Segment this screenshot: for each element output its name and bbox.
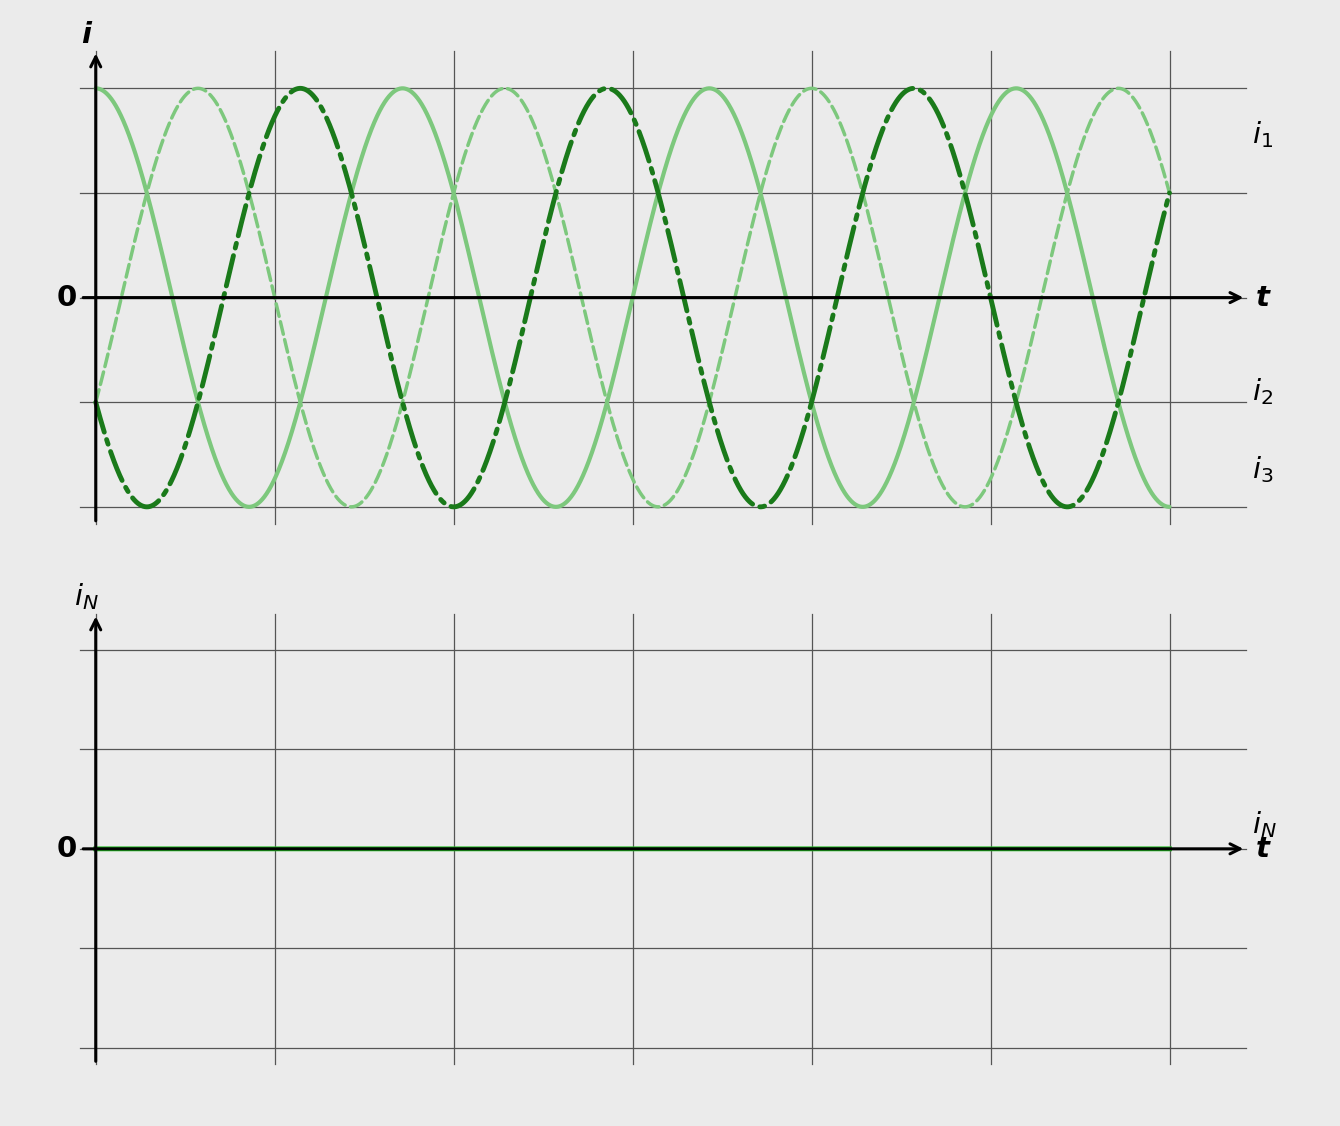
Text: 0: 0 — [58, 284, 78, 312]
Text: 0: 0 — [58, 834, 78, 863]
Text: t: t — [1256, 284, 1269, 312]
Text: $i_2$: $i_2$ — [1253, 376, 1273, 408]
Text: $i_1$: $i_1$ — [1253, 119, 1273, 150]
Text: $i_3$: $i_3$ — [1253, 454, 1274, 484]
Text: $i_N$: $i_N$ — [1253, 810, 1277, 840]
Text: t: t — [1256, 834, 1269, 863]
Text: i: i — [82, 20, 91, 48]
Text: $i_N$: $i_N$ — [74, 581, 99, 611]
